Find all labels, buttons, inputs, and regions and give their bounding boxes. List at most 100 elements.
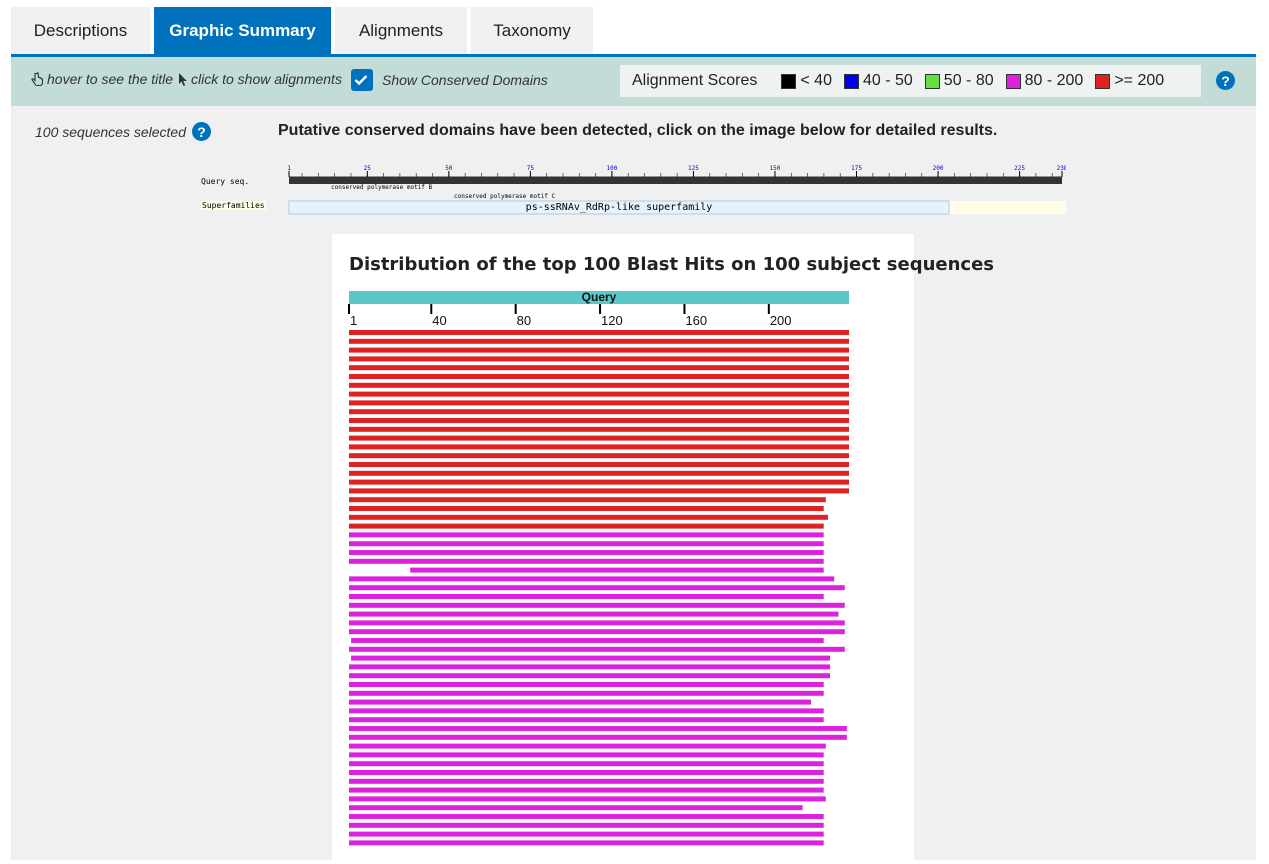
blast-hit-bar[interactable] bbox=[351, 655, 831, 661]
blast-hit-bar[interactable] bbox=[349, 391, 849, 397]
score-legend-label: < 40 bbox=[800, 72, 832, 89]
blast-hit-bar[interactable] bbox=[349, 409, 849, 415]
blast-hit-bar[interactable] bbox=[349, 453, 849, 459]
blast-hit-bar[interactable] bbox=[349, 585, 845, 591]
hand-pointer-icon bbox=[31, 71, 44, 86]
score-legend-label: 40 - 50 bbox=[862, 72, 913, 89]
conserved-domains-checkbox[interactable] bbox=[351, 69, 373, 91]
tab-graphic-summary[interactable]: Graphic Summary bbox=[154, 7, 331, 54]
conserved-domains-label: Show Conserved Domains bbox=[382, 72, 548, 88]
blast-hit-bar[interactable] bbox=[349, 541, 824, 547]
blast-hit-bar[interactable] bbox=[349, 330, 849, 335]
blast-hit-bar[interactable] bbox=[349, 435, 849, 441]
blast-hit-bar[interactable] bbox=[349, 558, 824, 564]
blast-hit-bar[interactable] bbox=[349, 796, 826, 802]
blast-hit-bar[interactable] bbox=[349, 761, 824, 767]
chart-title: Distribution of the top 100 Blast Hits o… bbox=[349, 254, 995, 275]
blast-hit-bar[interactable] bbox=[349, 479, 849, 485]
query-label: Query bbox=[582, 290, 617, 304]
blast-hit-bar[interactable] bbox=[349, 682, 824, 687]
conserved-domains-image[interactable]: 1 25 50 75 100 125 150 175 200 225 238 Query seq. … bbox=[200, 161, 1066, 216]
blast-hit-bar[interactable] bbox=[349, 805, 803, 811]
checkmark-icon bbox=[354, 75, 367, 86]
blast-hit-bar[interactable] bbox=[349, 374, 849, 379]
blast-hit-bar[interactable] bbox=[349, 708, 824, 714]
blast-hit-bar[interactable] bbox=[349, 470, 849, 476]
blast-hit-bar[interactable] bbox=[349, 743, 826, 749]
blast-hit-bar[interactable] bbox=[349, 646, 845, 652]
blast-hit-bar[interactable] bbox=[349, 418, 849, 423]
conserved-domains-toggle[interactable]: Show Conserved Domains bbox=[351, 69, 548, 91]
tab-descriptions[interactable]: Descriptions bbox=[11, 7, 150, 54]
blast-hit-bar[interactable] bbox=[349, 726, 847, 731]
blast-hit-bar[interactable] bbox=[349, 664, 831, 670]
ruler-tick-label: 75 bbox=[527, 165, 535, 172]
superfamilies-label: Superfamilies bbox=[201, 201, 266, 210]
blast-hit-bar[interactable] bbox=[349, 550, 824, 555]
axis-tick-label: 40 bbox=[432, 313, 446, 328]
blast-hit-bar[interactable] bbox=[349, 594, 824, 599]
superfamily-bar bbox=[288, 200, 950, 215]
blast-hit-bar[interactable] bbox=[349, 673, 831, 679]
blast-hit-bar[interactable] bbox=[349, 831, 824, 837]
blast-hit-bar[interactable] bbox=[349, 576, 835, 582]
blast-hit-bar[interactable] bbox=[349, 400, 849, 406]
hover-hint-text: hover to see the title bbox=[47, 71, 174, 87]
graphic-toolbar: hover to see the title click to show ali… bbox=[11, 57, 1256, 106]
blast-hit-bar[interactable] bbox=[349, 523, 824, 529]
score-legend-label: 80 - 200 bbox=[1024, 72, 1084, 89]
blast-hit-bar[interactable] bbox=[349, 506, 824, 511]
blast-hit-bar[interactable] bbox=[349, 382, 849, 388]
blast-hit-bar[interactable] bbox=[349, 620, 845, 626]
blast-hit-bar[interactable] bbox=[349, 629, 845, 635]
blast-hit-bar[interactable] bbox=[349, 462, 849, 467]
blast-hit-bar[interactable] bbox=[349, 778, 824, 784]
blast-hit-bar[interactable] bbox=[349, 497, 826, 503]
ruler-tick-label: 225 bbox=[1014, 165, 1025, 172]
blast-hit-bar[interactable] bbox=[349, 717, 824, 723]
axis-tick-label: 1 bbox=[350, 313, 357, 328]
blast-hit-bar[interactable] bbox=[349, 734, 847, 740]
axis-tick-label: 200 bbox=[770, 313, 792, 328]
blast-hit-bar[interactable] bbox=[351, 638, 824, 643]
blast-hit-bar[interactable] bbox=[349, 602, 845, 608]
tab-taxonomy[interactable]: Taxonomy bbox=[471, 7, 593, 54]
blast-hit-bar[interactable] bbox=[349, 444, 849, 450]
selection-help-icon[interactable]: ? bbox=[192, 122, 211, 141]
blast-hit-bar[interactable] bbox=[349, 752, 824, 758]
ruler-tick-label: 100 bbox=[606, 165, 617, 172]
blast-hit-bar[interactable] bbox=[349, 770, 824, 775]
click-hint: click to show alignments bbox=[178, 71, 342, 87]
blast-hit-bar[interactable] bbox=[349, 514, 828, 520]
blast-hit-bar[interactable] bbox=[349, 840, 824, 846]
blast-hit-bar[interactable] bbox=[349, 814, 824, 819]
superfamily-tail bbox=[949, 201, 1066, 214]
blast-hit-bar[interactable] bbox=[349, 347, 849, 353]
blast-hit-bar[interactable] bbox=[349, 787, 824, 793]
blast-hit-bar[interactable] bbox=[349, 611, 839, 617]
ruler-tick-label: 150 bbox=[770, 165, 781, 172]
blast-hit-bar[interactable] bbox=[349, 690, 824, 696]
blast-hit-bar[interactable] bbox=[349, 822, 824, 828]
motif-c-label: conserved polymerase motif C bbox=[454, 193, 556, 200]
blast-hit-bar[interactable] bbox=[349, 426, 849, 432]
blast-hit-bar[interactable] bbox=[349, 532, 824, 538]
result-tabs: Descriptions Graphic Summary Alignments … bbox=[11, 7, 597, 55]
blast-hit-bar[interactable] bbox=[349, 365, 849, 371]
ruler-tick-label: 25 bbox=[364, 165, 372, 172]
score-legend-item: 50 - 80 bbox=[924, 72, 994, 90]
alignment-scores-legend: Alignment Scores < 40 40 - 50 50 - 80 80… bbox=[620, 65, 1201, 97]
tab-alignments[interactable]: Alignments bbox=[335, 7, 467, 54]
blast-hit-bar[interactable] bbox=[349, 488, 849, 494]
blast-hit-bar[interactable] bbox=[410, 567, 824, 573]
score-legend-label: 50 - 80 bbox=[943, 72, 994, 89]
blast-hit-bar[interactable] bbox=[349, 699, 812, 705]
blast-hit-bar[interactable] bbox=[349, 338, 849, 344]
scores-help-icon[interactable]: ? bbox=[1216, 71, 1235, 90]
motif-b-label: conserved polymerase motif B bbox=[331, 184, 433, 191]
axis-tick-label: 120 bbox=[601, 313, 623, 328]
score-legend-item: 80 - 200 bbox=[1005, 72, 1084, 90]
axis-tick-label: 160 bbox=[685, 313, 707, 328]
blast-hit-bar[interactable] bbox=[349, 356, 849, 362]
score-swatch bbox=[781, 73, 797, 89]
